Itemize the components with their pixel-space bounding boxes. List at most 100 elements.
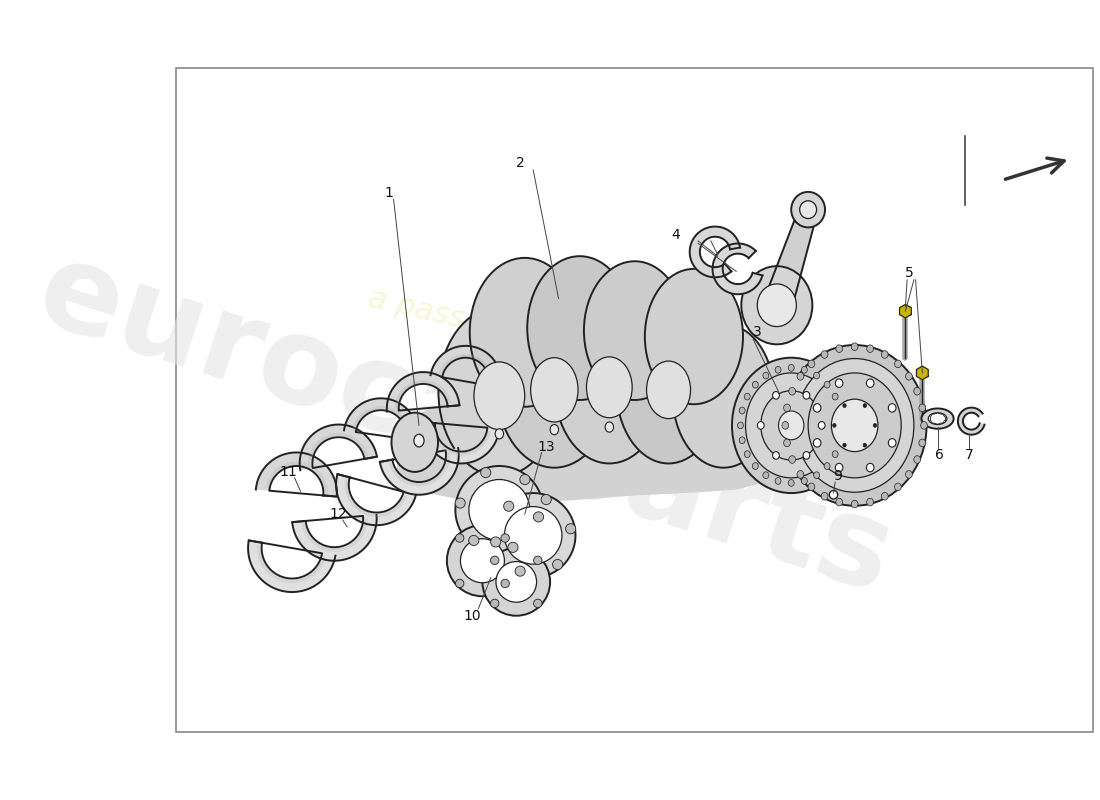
Ellipse shape <box>645 269 742 404</box>
Circle shape <box>469 479 530 541</box>
Ellipse shape <box>763 372 769 379</box>
Polygon shape <box>958 408 984 434</box>
Circle shape <box>534 512 543 522</box>
Ellipse shape <box>741 266 813 344</box>
Ellipse shape <box>586 357 632 418</box>
Ellipse shape <box>881 350 888 358</box>
Circle shape <box>481 467 491 478</box>
Ellipse shape <box>824 462 830 470</box>
Ellipse shape <box>814 372 820 379</box>
Polygon shape <box>299 425 377 470</box>
Ellipse shape <box>605 422 614 432</box>
Text: 5: 5 <box>905 266 914 280</box>
Text: 11: 11 <box>279 465 297 479</box>
Circle shape <box>455 579 464 588</box>
Ellipse shape <box>782 422 789 429</box>
Ellipse shape <box>914 387 921 395</box>
Text: 1: 1 <box>385 186 394 200</box>
Circle shape <box>504 501 514 511</box>
Ellipse shape <box>616 311 721 463</box>
Ellipse shape <box>889 438 896 447</box>
Text: 13: 13 <box>537 439 554 454</box>
Ellipse shape <box>867 379 875 387</box>
Ellipse shape <box>803 391 810 399</box>
Polygon shape <box>916 366 928 380</box>
Text: 12: 12 <box>330 507 348 522</box>
Ellipse shape <box>839 422 845 429</box>
Ellipse shape <box>527 256 632 400</box>
Ellipse shape <box>918 439 926 446</box>
Ellipse shape <box>776 478 781 484</box>
Text: a passion for parts since 1905: a passion for parts since 1905 <box>364 283 821 415</box>
Polygon shape <box>900 305 911 318</box>
Circle shape <box>534 556 542 565</box>
Ellipse shape <box>905 470 912 478</box>
Ellipse shape <box>808 360 815 368</box>
Ellipse shape <box>745 394 750 400</box>
Circle shape <box>461 538 505 582</box>
Ellipse shape <box>772 391 780 399</box>
Ellipse shape <box>867 345 873 353</box>
Ellipse shape <box>779 411 804 440</box>
Circle shape <box>552 559 563 570</box>
Text: 6: 6 <box>935 448 944 462</box>
Circle shape <box>491 537 501 547</box>
Ellipse shape <box>835 379 843 387</box>
Polygon shape <box>293 514 376 561</box>
Ellipse shape <box>737 422 744 429</box>
Ellipse shape <box>752 462 758 470</box>
Ellipse shape <box>550 425 559 434</box>
Ellipse shape <box>881 493 888 500</box>
Polygon shape <box>337 474 416 525</box>
Ellipse shape <box>745 450 750 458</box>
Ellipse shape <box>783 345 926 506</box>
Ellipse shape <box>752 382 758 388</box>
Ellipse shape <box>783 404 791 412</box>
Ellipse shape <box>795 358 914 492</box>
Circle shape <box>500 534 509 542</box>
Circle shape <box>508 542 518 553</box>
Circle shape <box>829 490 838 499</box>
Ellipse shape <box>843 404 846 407</box>
Ellipse shape <box>746 373 837 478</box>
Ellipse shape <box>757 284 796 326</box>
Ellipse shape <box>803 452 810 459</box>
Text: 7: 7 <box>965 448 974 462</box>
Ellipse shape <box>851 500 858 508</box>
Circle shape <box>491 599 499 608</box>
Ellipse shape <box>894 483 901 490</box>
Ellipse shape <box>867 498 873 506</box>
Ellipse shape <box>802 366 807 373</box>
Circle shape <box>483 548 550 616</box>
Ellipse shape <box>894 360 901 368</box>
Ellipse shape <box>905 373 912 380</box>
Ellipse shape <box>928 413 947 425</box>
Ellipse shape <box>470 258 580 406</box>
Text: 4: 4 <box>671 228 680 242</box>
Circle shape <box>455 466 543 554</box>
Ellipse shape <box>763 472 769 478</box>
Ellipse shape <box>758 422 764 429</box>
Ellipse shape <box>813 404 821 412</box>
Ellipse shape <box>918 404 926 412</box>
Ellipse shape <box>414 434 424 447</box>
Polygon shape <box>690 226 740 278</box>
Text: 3: 3 <box>754 326 761 339</box>
Circle shape <box>491 556 499 565</box>
Ellipse shape <box>837 437 844 444</box>
Ellipse shape <box>495 429 504 439</box>
Ellipse shape <box>789 365 794 371</box>
Ellipse shape <box>889 404 896 412</box>
Circle shape <box>447 526 518 596</box>
Ellipse shape <box>673 324 774 468</box>
Ellipse shape <box>867 463 875 472</box>
Polygon shape <box>759 206 820 312</box>
Ellipse shape <box>864 404 867 407</box>
Polygon shape <box>379 448 459 494</box>
Circle shape <box>515 566 525 576</box>
Ellipse shape <box>761 390 822 460</box>
Ellipse shape <box>791 192 825 227</box>
Ellipse shape <box>873 423 877 427</box>
Circle shape <box>455 534 464 542</box>
Ellipse shape <box>789 456 795 463</box>
